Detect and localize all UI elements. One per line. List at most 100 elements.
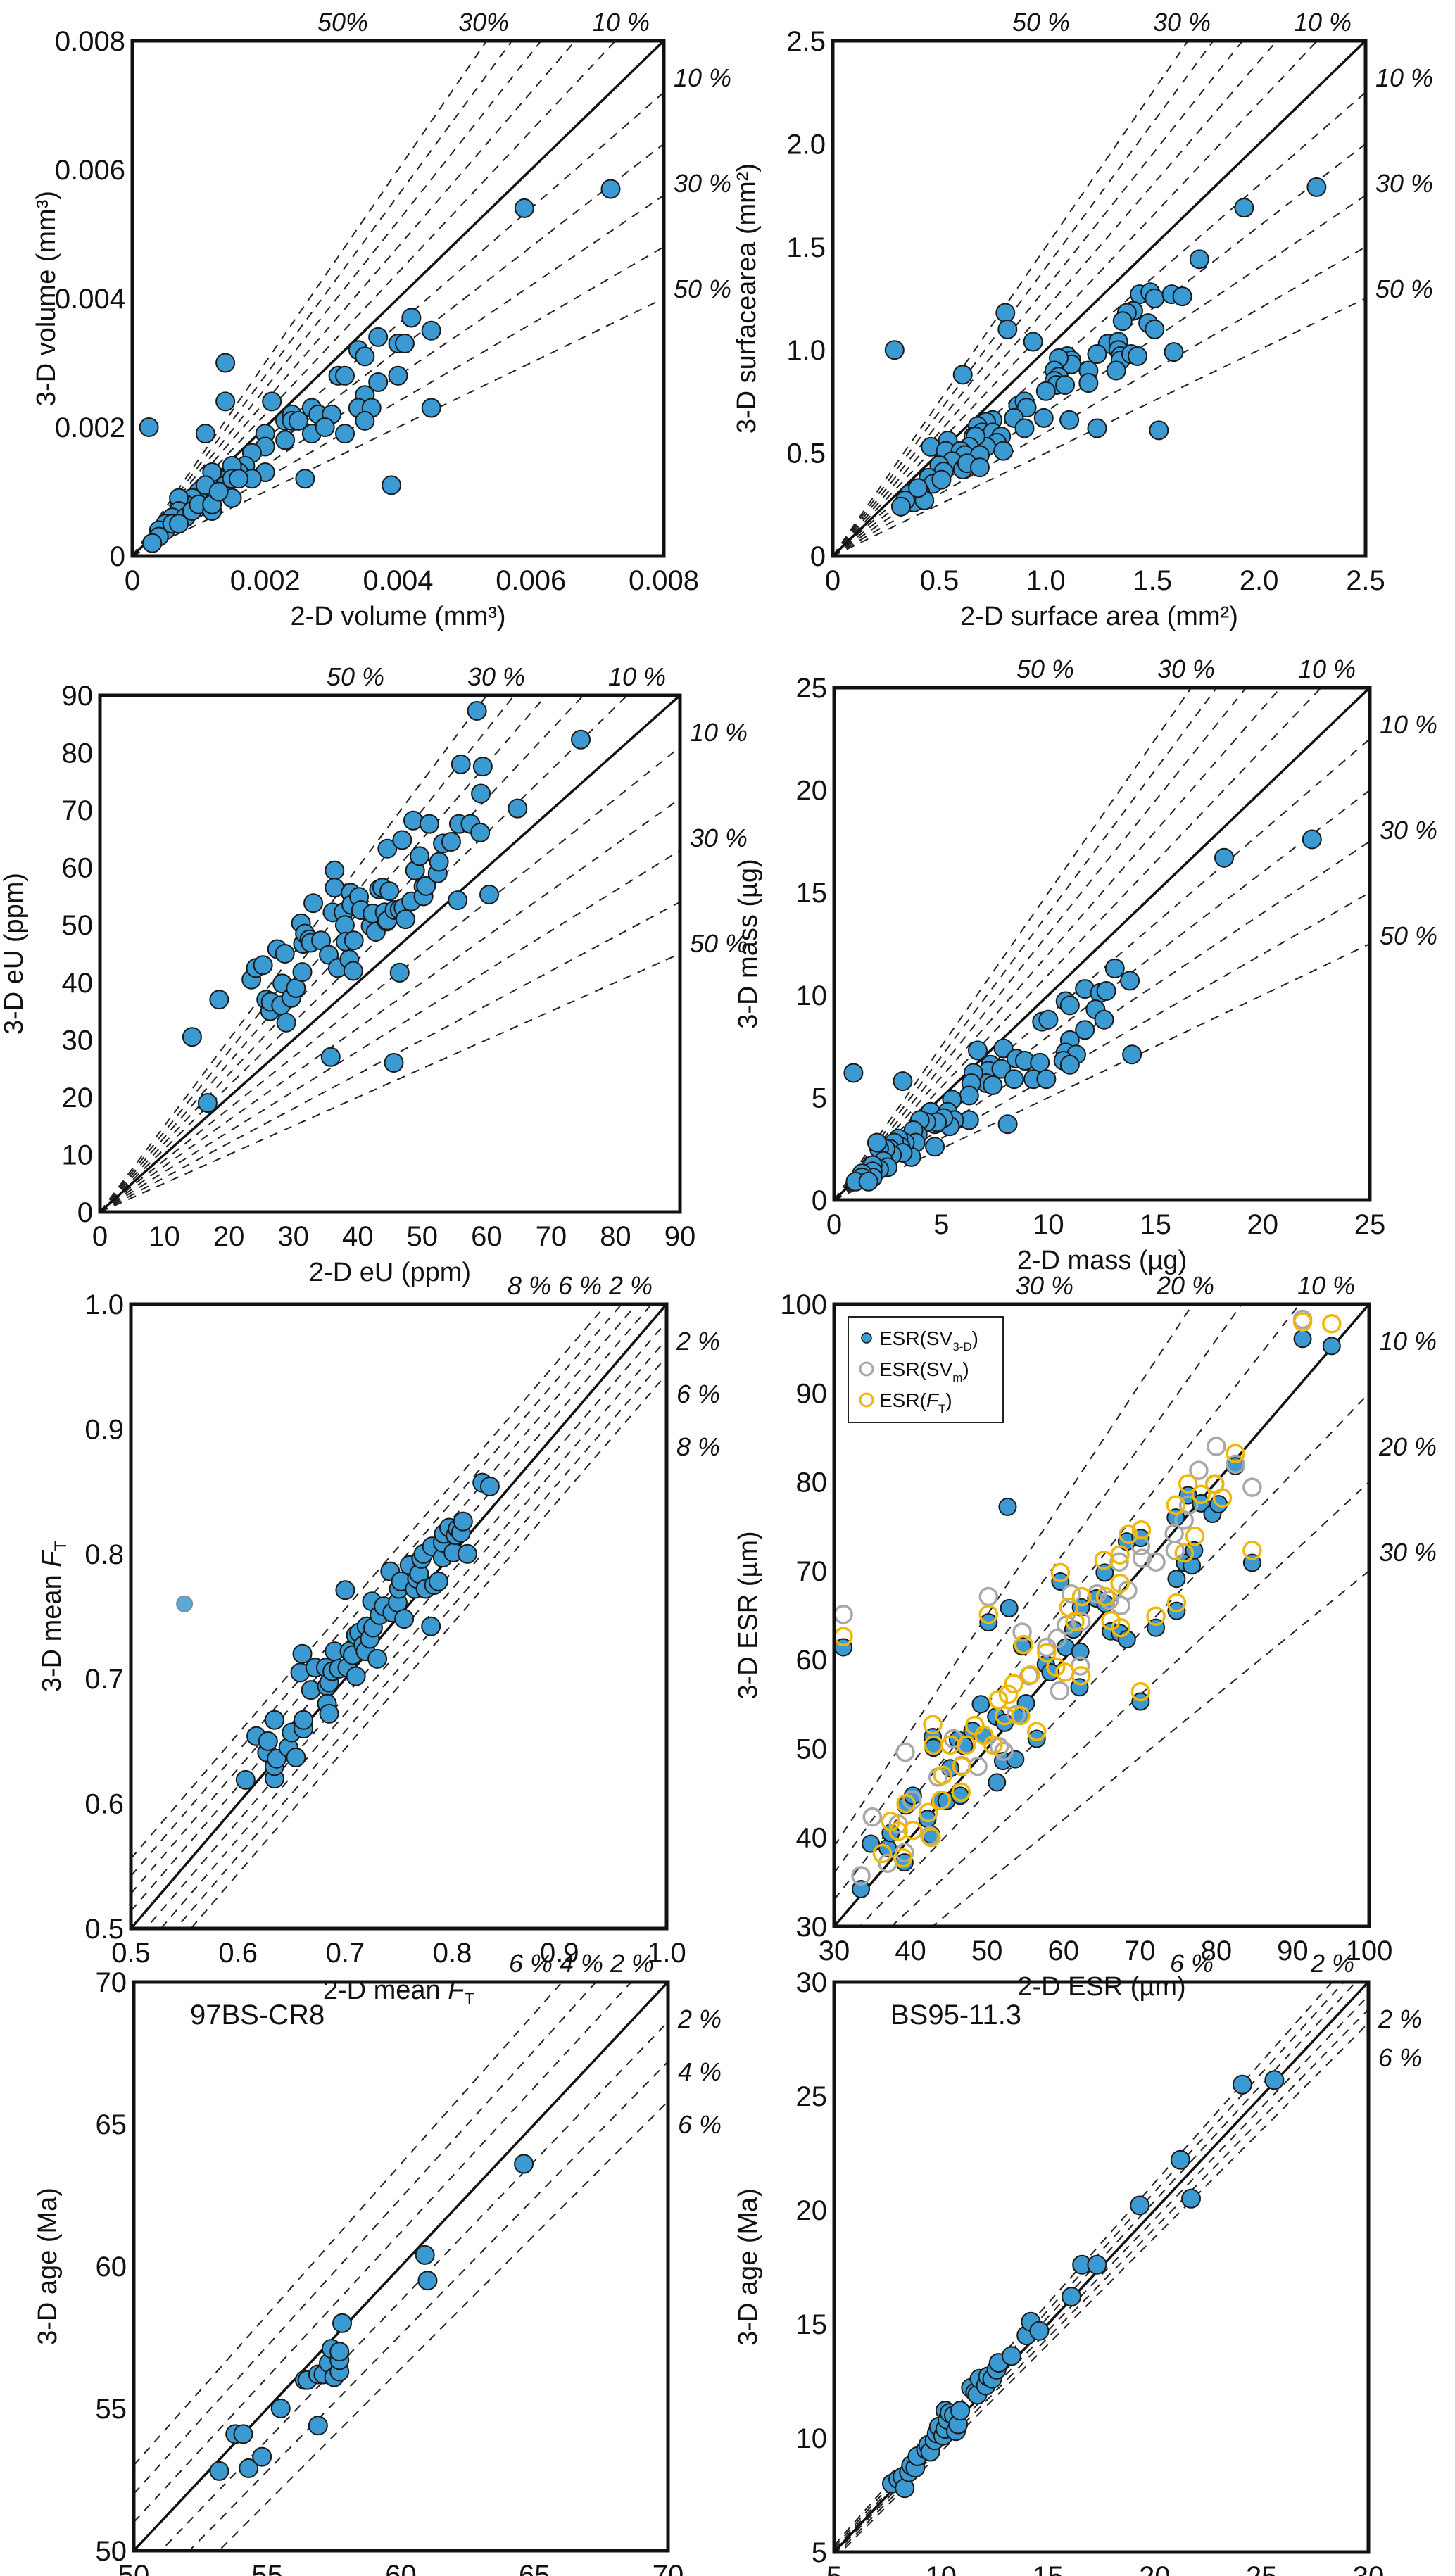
- data-point: [215, 353, 236, 373]
- x-axis-label: 2-D eU (ppm): [309, 1258, 471, 1287]
- x-tick-label: 0.5: [111, 1938, 151, 1969]
- legend-box: [848, 1316, 1004, 1423]
- x-tick-label: 30: [277, 1221, 309, 1252]
- data-point: [1120, 971, 1140, 991]
- x-tick-label: 2.0: [1240, 565, 1279, 596]
- right-percent-label: 50 %: [674, 274, 731, 303]
- data-point: [952, 365, 973, 385]
- x-tick-label: 1.0: [647, 1938, 686, 1969]
- y-tick-label: 30: [62, 1025, 94, 1056]
- data-point: [1094, 1009, 1114, 1030]
- top-percent-label: 2 %: [610, 1949, 654, 1978]
- point-ft: [957, 1735, 976, 1755]
- data-point: [276, 1012, 296, 1033]
- data-point: [355, 410, 375, 431]
- point-ft: [1046, 1657, 1066, 1677]
- legend-marker-gold-ring: [859, 1392, 874, 1408]
- data-point: [142, 533, 163, 553]
- data-point: [858, 1171, 878, 1192]
- data-point: [950, 2401, 971, 2421]
- x-tick-label: 60: [385, 2560, 417, 2576]
- data-point: [301, 1680, 321, 1700]
- data-point: [508, 798, 528, 819]
- x-tick-label: 0: [92, 1221, 108, 1252]
- point-ft: [921, 1827, 941, 1848]
- data-point: [1189, 249, 1209, 270]
- data-point: [421, 320, 441, 341]
- data-point: [1128, 346, 1148, 366]
- point-ft: [1011, 1705, 1031, 1726]
- chart-panel-eu: 0 10 20 30 40 50 60 70 80 90 0 10 20 30 40 50 60 70 80 90 2-…: [0, 662, 748, 1287]
- data-point: [209, 2461, 229, 2481]
- deviation-line-minus-40: [833, 246, 1366, 556]
- reference-lines: [834, 688, 1370, 1200]
- data-point: [471, 783, 491, 804]
- point-sv3d: [1000, 1598, 1019, 1617]
- x-tick-label: 0.9: [540, 1938, 579, 1969]
- right-percent-label: 30 %: [1380, 816, 1437, 845]
- point-ft: [978, 1604, 999, 1624]
- deviation-line-plus-4: [131, 1304, 638, 1894]
- data-points: [176, 1472, 500, 1790]
- x-tick-label: 60: [1047, 1936, 1079, 1966]
- data-point: [967, 1040, 988, 1061]
- point-ft: [1110, 1545, 1130, 1565]
- data-point: [239, 2458, 259, 2478]
- point-ft: [1071, 1666, 1091, 1686]
- right-percent-label: 30 %: [674, 169, 731, 198]
- data-point: [1096, 980, 1116, 1001]
- data-point: [983, 1075, 1003, 1095]
- point-ft: [903, 1820, 923, 1841]
- top-percent-label: 10 %: [1297, 1271, 1355, 1300]
- x-tick-label: 0.008: [629, 565, 699, 596]
- data-point: [1059, 410, 1080, 430]
- data-point: [1030, 1052, 1050, 1073]
- y-tick-label: 40: [796, 1823, 828, 1854]
- y-tick-label: 65: [96, 2109, 127, 2140]
- sample-label: 97BS-CR8: [190, 2000, 325, 2031]
- point-ft: [1146, 1606, 1166, 1627]
- y-tick-label: 70: [62, 795, 94, 826]
- point-ft: [923, 1715, 943, 1735]
- data-point: [1306, 177, 1327, 197]
- data-point: [325, 860, 345, 880]
- top-percent-label: 2 %: [1310, 1949, 1354, 1978]
- deviation-line-plus-10: [132, 41, 617, 556]
- data-point: [1075, 1020, 1095, 1040]
- right-percent-label: 6 %: [676, 1379, 720, 1408]
- deviation-line-plus-40: [834, 688, 1218, 1200]
- data-point: [1035, 381, 1056, 401]
- legend-label: ESR(SVm): [879, 1358, 969, 1384]
- y-tick-label: 15: [796, 2309, 828, 2340]
- data-point: [453, 1511, 473, 1532]
- y-axis-label: 3-D ESR (µm): [733, 1531, 763, 1699]
- data-point: [1232, 2074, 1252, 2095]
- point-svm: [1189, 1460, 1209, 1480]
- right-percent-label: 2 %: [676, 1327, 720, 1356]
- data-point: [294, 1710, 314, 1730]
- data-points: [209, 2154, 534, 2481]
- data-point: [252, 2446, 272, 2467]
- data-point: [571, 729, 591, 750]
- deviation-line-plus-30: [100, 695, 548, 1212]
- data-point: [1087, 344, 1107, 365]
- data-point: [382, 475, 402, 495]
- top-percent-label: 50 %: [1016, 655, 1074, 683]
- legend-marker-filled: [861, 1332, 872, 1344]
- right-percent-label: 50 %: [1380, 921, 1437, 950]
- data-point: [1078, 373, 1099, 393]
- deviation-line-plus-2: [131, 1304, 653, 1912]
- data-point: [1036, 1069, 1057, 1090]
- point-svm: [1109, 1552, 1129, 1572]
- data-point: [925, 1137, 945, 1157]
- y-tick-label: 5: [812, 2537, 827, 2568]
- y-tick-label: 10: [62, 1139, 94, 1170]
- chart-panel-volume: 0 0.002 0.004 0.006 0.008 0 0.002 0.004 0.006 0.0…: [32, 8, 731, 631]
- point-svm: [1047, 1629, 1067, 1648]
- point-ft: [918, 1802, 938, 1823]
- plot-frame: [130, 39, 666, 558]
- deviation-line-plus-50: [834, 688, 1192, 1200]
- point-svm: [1071, 1612, 1091, 1631]
- data-point: [1059, 995, 1080, 1016]
- x-tick-label: 1.0: [1026, 565, 1066, 596]
